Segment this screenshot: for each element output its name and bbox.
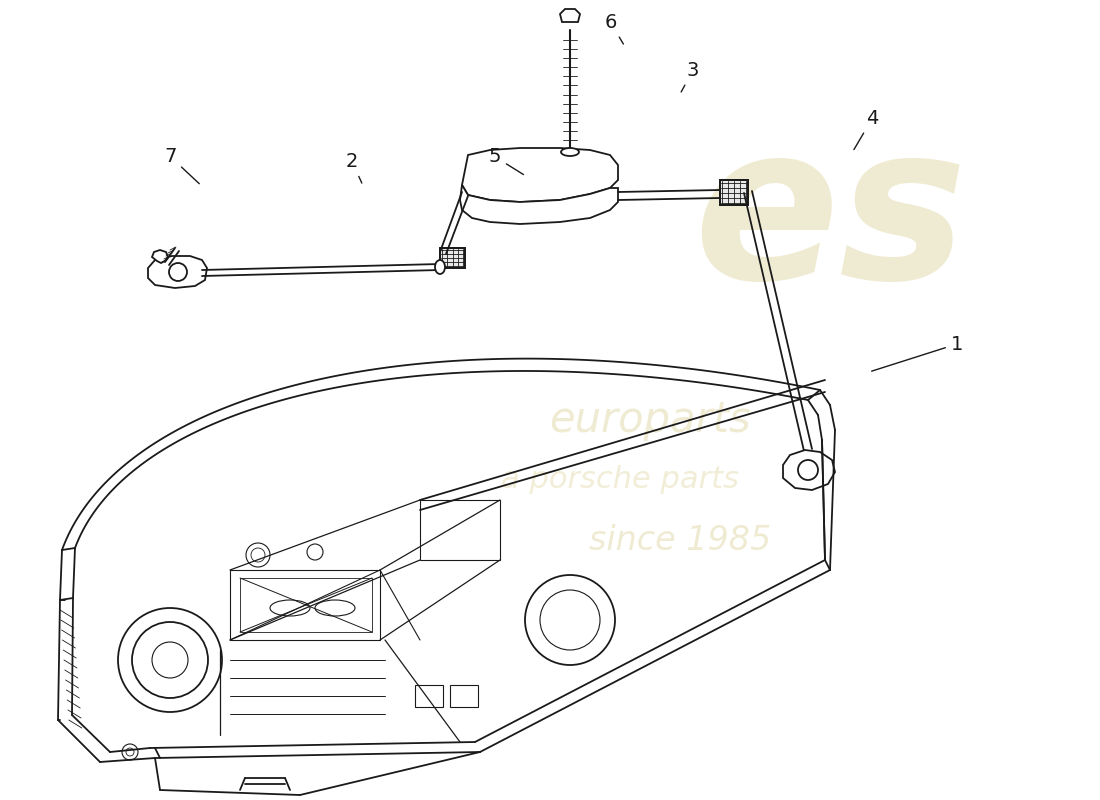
Polygon shape xyxy=(148,256,207,288)
Text: europarts: europarts xyxy=(549,399,751,441)
Text: 2: 2 xyxy=(345,152,362,183)
Polygon shape xyxy=(783,450,835,490)
Polygon shape xyxy=(440,248,465,268)
Text: 1: 1 xyxy=(871,334,964,371)
Polygon shape xyxy=(462,148,618,202)
Text: 4: 4 xyxy=(854,109,879,150)
Polygon shape xyxy=(720,180,748,205)
Text: 7: 7 xyxy=(164,147,199,184)
Text: 6: 6 xyxy=(604,13,624,44)
Polygon shape xyxy=(560,9,580,22)
Bar xyxy=(415,685,443,707)
Text: a porsche parts: a porsche parts xyxy=(500,466,739,494)
Polygon shape xyxy=(152,250,168,263)
Text: es: es xyxy=(693,115,967,325)
Text: 5: 5 xyxy=(488,147,524,174)
Text: 3: 3 xyxy=(681,61,700,92)
Text: since 1985: since 1985 xyxy=(588,523,771,557)
Polygon shape xyxy=(460,185,618,224)
Bar xyxy=(450,685,478,707)
Ellipse shape xyxy=(561,148,579,156)
Ellipse shape xyxy=(434,260,446,274)
Circle shape xyxy=(169,263,187,281)
Circle shape xyxy=(798,460,818,480)
